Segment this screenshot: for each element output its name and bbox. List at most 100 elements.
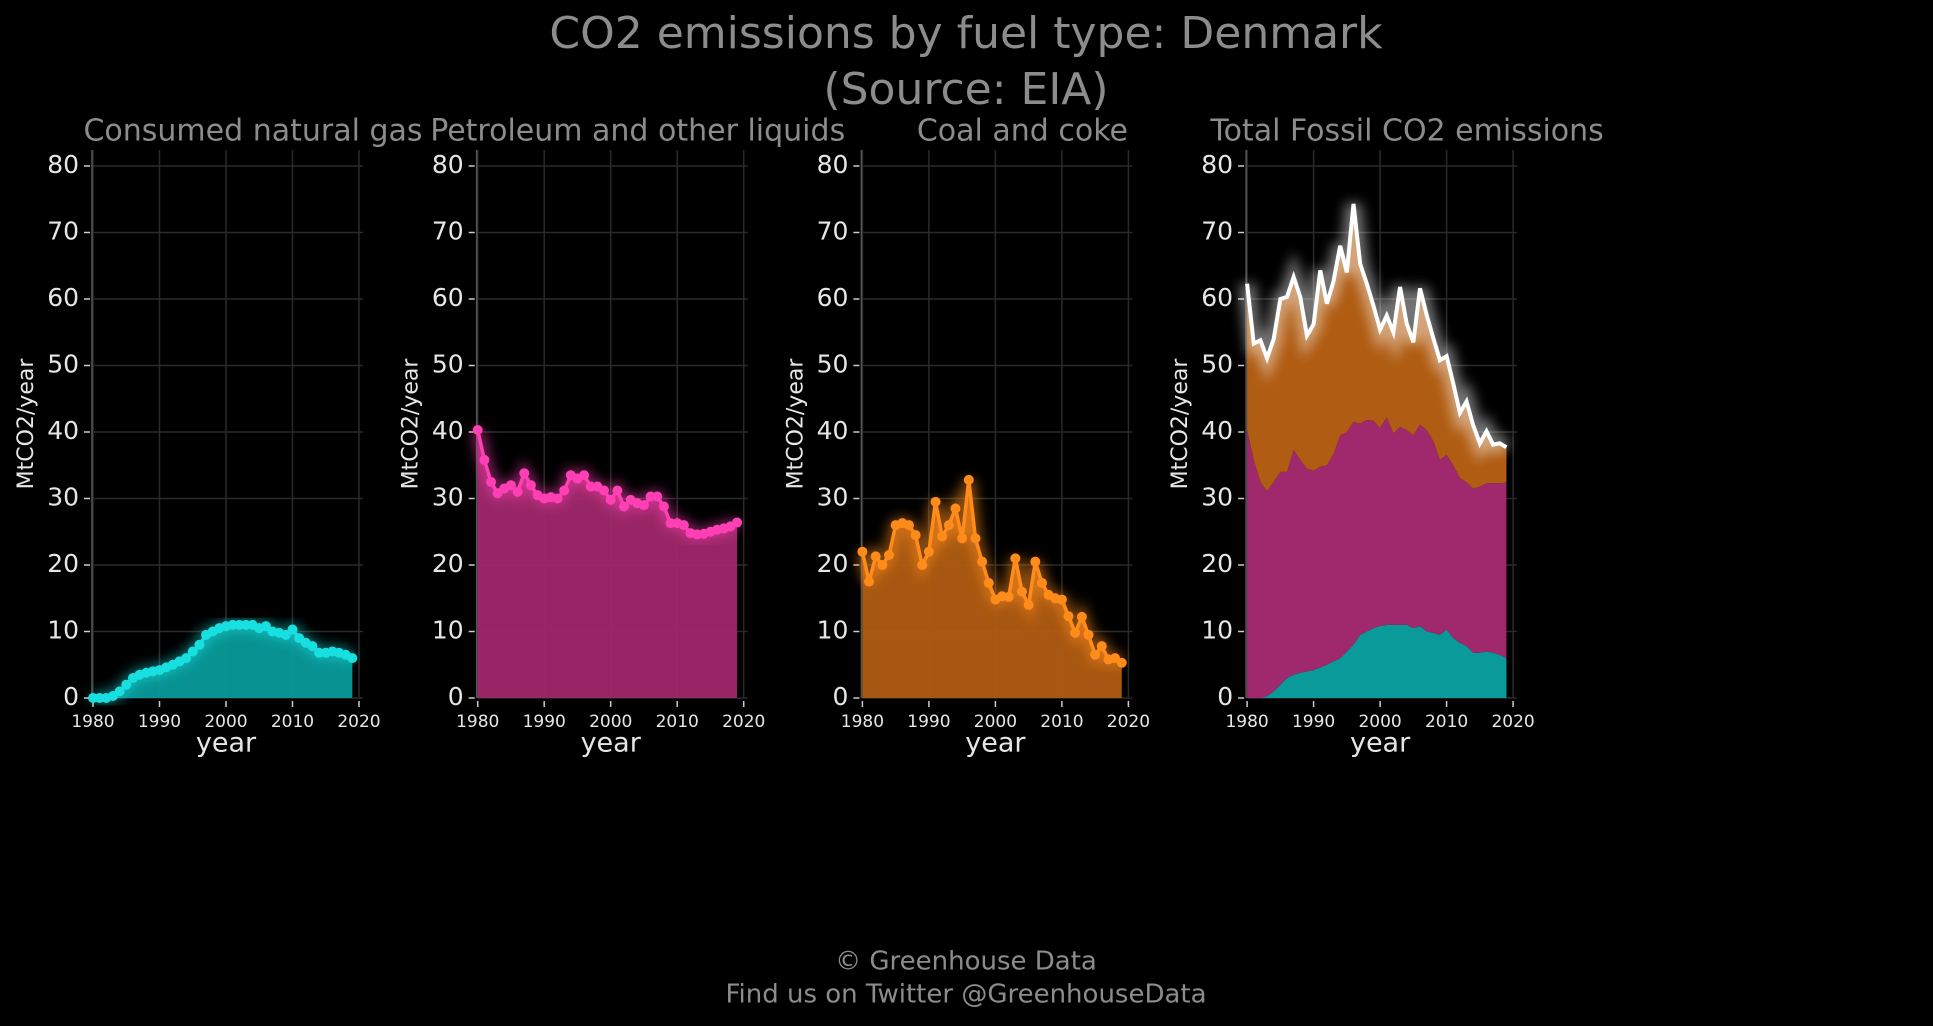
x-tick-label: 2020 [337, 712, 380, 732]
panel-title: Consumed natural gas [83, 114, 422, 149]
panel-title: Petroleum and other liquids [430, 114, 845, 149]
x-tick-label: 2010 [1040, 712, 1083, 732]
figure-subtitle: (Source: EIA) [823, 64, 1108, 115]
point [1030, 556, 1041, 567]
area [93, 624, 353, 698]
panel: Petroleum and other liquids MtCO2/year yea… [399, 114, 846, 759]
point [307, 641, 318, 652]
y-tick-label: 40 [432, 416, 464, 445]
point [732, 517, 743, 528]
point [1090, 649, 1101, 660]
panel: Total Fossil CO2 emissions MtCO2/year year… [1168, 114, 1604, 759]
y-tick-label: 70 [47, 217, 79, 246]
point [917, 560, 928, 570]
y-axis-label: MtCO2/year [399, 358, 424, 490]
point [479, 454, 490, 465]
point [612, 485, 623, 496]
y-tick-label: 60 [432, 283, 464, 312]
x-axis-label: year [581, 728, 642, 759]
x-tick-label: 1980 [71, 712, 114, 732]
point [280, 629, 291, 640]
point [923, 546, 934, 557]
y-tick-label: 0 [1217, 682, 1233, 711]
point [1083, 629, 1094, 640]
panel: Coal and coke MtCO2/year year 0 10 20 30 40 50 60… [783, 114, 1150, 759]
y-tick-label: 30 [432, 483, 464, 512]
point [910, 530, 921, 541]
point [970, 533, 981, 544]
y-tick-label: 30 [1201, 483, 1233, 512]
point [519, 468, 530, 479]
y-tick-label: 30 [47, 483, 79, 512]
point [937, 531, 948, 542]
x-tick-label: 1990 [138, 712, 181, 732]
area [477, 430, 738, 698]
point [638, 500, 649, 511]
x-axis-label: year [196, 728, 257, 759]
x-tick-label: 2020 [1491, 712, 1534, 732]
point [977, 556, 988, 567]
y-tick-label: 10 [47, 616, 79, 645]
point [619, 501, 629, 512]
point [486, 476, 496, 487]
point [870, 551, 881, 562]
point [114, 686, 125, 697]
footer: Find us on Twitter @GreenhouseData [725, 980, 1206, 1010]
point [877, 560, 888, 570]
point [505, 480, 516, 491]
x-tick-label: 1980 [456, 712, 499, 732]
x-tick-label: 1980 [841, 712, 884, 732]
y-tick-label: 70 [1201, 217, 1233, 246]
point [579, 470, 590, 481]
x-axis-label: year [965, 728, 1026, 759]
point [1056, 594, 1067, 605]
y-tick-label: 60 [47, 283, 79, 312]
x-tick-label: 2000 [1358, 712, 1401, 732]
point [599, 485, 610, 496]
point [652, 491, 663, 502]
point [605, 494, 616, 505]
y-tick-label: 10 [432, 616, 464, 645]
point [194, 639, 205, 650]
x-tick-label: 2000 [204, 712, 247, 732]
y-tick-label: 10 [817, 616, 849, 645]
y-tick-label: 50 [817, 350, 849, 379]
point [1096, 641, 1107, 652]
x-axis-label: year [1350, 728, 1411, 759]
point [864, 576, 875, 587]
point [884, 550, 894, 561]
point [472, 425, 483, 436]
panel-title: Coal and coke [917, 114, 1128, 149]
x-tick-label: 2010 [1425, 712, 1468, 732]
x-tick-label: 2010 [271, 712, 314, 732]
point [1023, 599, 1034, 610]
y-tick-label: 30 [817, 483, 849, 512]
point [1076, 611, 1087, 622]
stacked-area [1247, 417, 1507, 698]
y-axis-label: MtCO2/year [783, 358, 808, 490]
panel-title: Total Fossil CO2 emissions [1209, 114, 1603, 149]
point [260, 621, 271, 632]
total-line [1245, 203, 1508, 450]
y-tick-label: 70 [432, 217, 464, 246]
x-tick-label: 1990 [907, 712, 950, 732]
point [1116, 657, 1127, 668]
stacked-area [1247, 624, 1507, 698]
x-tick-label: 1990 [1292, 712, 1335, 732]
point [559, 485, 570, 496]
footer: © Greenhouse Data [835, 947, 1097, 977]
y-tick-label: 60 [817, 283, 849, 312]
point [1003, 591, 1014, 602]
x-tick-label: 2000 [974, 712, 1017, 732]
point [678, 520, 689, 531]
y-tick-label: 40 [47, 416, 79, 445]
point [187, 646, 198, 657]
y-tick-label: 60 [1201, 283, 1233, 312]
point [552, 493, 563, 504]
y-tick-label: 0 [448, 682, 464, 711]
point [943, 520, 954, 531]
x-tick-label: 1980 [1225, 712, 1268, 732]
x-tick-label: 2020 [1107, 712, 1150, 732]
point [963, 474, 974, 485]
